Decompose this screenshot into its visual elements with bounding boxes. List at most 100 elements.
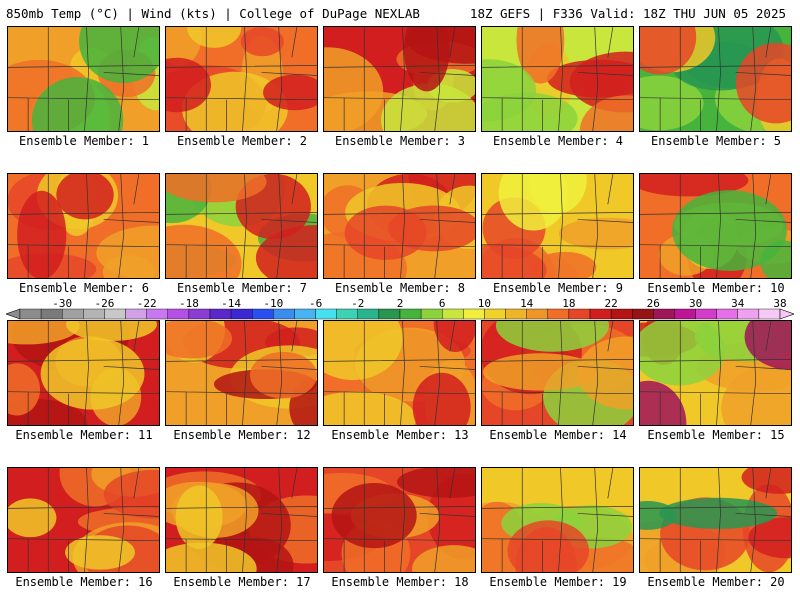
temperature-contour-area [533, 251, 597, 278]
colorbar-max-arrow [779, 308, 794, 320]
valid-time: 18Z GEFS | F336 Valid: 18Z THU JUN 05 20… [469, 6, 786, 21]
colorbar-swatch [758, 308, 781, 320]
temperature-contour-area [324, 321, 403, 381]
temperature-contour-area [324, 47, 384, 131]
temperature-contour-area [17, 190, 67, 278]
colorbar-swatch [167, 308, 190, 320]
state-boundaries [482, 321, 633, 425]
ensemble-member-label: Ensemble Member: 10 [647, 281, 785, 295]
colorbar-tick-label: 22 [604, 297, 618, 310]
state-boundaries [8, 27, 159, 131]
state-boundaries [166, 27, 317, 131]
colorbar-swatch [104, 308, 126, 320]
temperature-contour-area [79, 27, 159, 84]
colorbar-tick-label: -10 [263, 297, 284, 310]
temperature-contour-area [396, 468, 475, 498]
colorbar-swatch [526, 308, 548, 320]
state-boundaries [640, 27, 791, 131]
ensemble-map-12 [165, 320, 318, 426]
colorbar-swatch [125, 308, 147, 320]
ensemble-member-label: Ensemble Member: 1 [18, 134, 150, 148]
colorbar-swatch [632, 308, 654, 320]
state-boundaries [8, 174, 159, 278]
temperature-contour-area [249, 351, 317, 399]
colorbar-swatch [188, 308, 211, 320]
colorbar-swatch [19, 308, 42, 320]
colorbar-swatch [420, 308, 443, 320]
colorbar-swatch [336, 308, 358, 320]
temperature-contour-area [672, 190, 787, 271]
ensemble-member-label: Ensemble Member: 15 [647, 428, 785, 442]
temperature-contour-area [412, 545, 475, 572]
ensemble-member-label: Ensemble Member: 14 [489, 428, 627, 442]
colorbar-swatch [399, 308, 422, 320]
colorbar-swatch [230, 308, 253, 320]
ensemble-map-9 [481, 173, 634, 279]
colorbar-swatch [674, 308, 696, 320]
temperature-contour-area [495, 321, 610, 352]
colorbar-swatch [568, 308, 591, 320]
colorbar-tick-label: -22 [136, 297, 157, 310]
temperature-contour-area [175, 485, 223, 549]
temperature-contour-area [187, 27, 242, 48]
temperature-contour-area [56, 174, 114, 220]
ensemble-map-5 [639, 26, 792, 132]
temperature-contour-area [558, 217, 633, 250]
colorbar-swatch [378, 308, 401, 320]
temperature-contour-area [166, 224, 242, 278]
ensemble-member-label: Ensemble Member: 5 [650, 134, 782, 148]
ensemble-member-label: Ensemble Member: 2 [176, 134, 308, 148]
state-boundaries [482, 174, 633, 278]
colorbar-swatch [62, 308, 84, 320]
colorbar-swatch [83, 308, 105, 320]
temperature-contour-area [344, 205, 427, 260]
colorbar-swatch [146, 308, 168, 320]
state-boundaries [324, 27, 475, 131]
temperature-contour-area [166, 321, 233, 359]
colorbar-swatch [737, 308, 760, 320]
state-boundaries [324, 468, 475, 572]
ensemble-member-label: Ensemble Member: 20 [647, 575, 785, 589]
colorbar-tick-label: -6 [308, 297, 323, 310]
colorbar-tick-label: -14 [221, 297, 242, 310]
colorbar-swatch [463, 308, 485, 320]
temperature-contour-area [748, 517, 791, 559]
colorbar-swatch [484, 308, 506, 320]
state-boundaries [324, 174, 475, 278]
state-boundaries [640, 321, 791, 425]
ensemble-map-15 [639, 320, 792, 426]
colorbar-tick-label: 18 [562, 297, 576, 310]
ensemble-map-17 [165, 467, 318, 573]
temperature-contour-area [659, 497, 778, 529]
ensemble-map-6 [7, 173, 160, 279]
temperature-contour-area [579, 95, 633, 131]
ensemble-map-10 [639, 173, 792, 279]
state-boundaries [640, 468, 791, 572]
temperature-contour-area [8, 321, 80, 345]
colorbar-tick-label: 10 [477, 297, 492, 310]
temperature-contour-area [406, 27, 475, 64]
colorbar-tick-label: -18 [178, 297, 199, 310]
temperature-contour-area [240, 27, 284, 57]
state-boundaries [8, 321, 159, 425]
state-boundaries [324, 321, 475, 425]
temperature-contour-area [735, 42, 791, 124]
temperature-contour-area [8, 363, 41, 416]
temperature-contour-area [166, 57, 211, 113]
temperature-contour-area [166, 542, 257, 572]
ensemble-member-label: Ensemble Member: 4 [492, 134, 624, 148]
colorbar-swatch [589, 308, 612, 320]
ensemble-member-label: Ensemble Member: 3 [334, 134, 466, 148]
ensemble-map-8 [323, 173, 476, 279]
colorbar-swatch [716, 308, 738, 320]
state-boundaries [166, 321, 317, 425]
ensemble-member-label: Ensemble Member: 19 [489, 575, 627, 589]
ensemble-map-16 [7, 467, 160, 573]
ensemble-member-label: Ensemble Member: 18 [331, 575, 469, 589]
temperature-contour-area [577, 336, 633, 410]
colorbar-swatch [252, 308, 274, 320]
ensemble-member-label: Ensemble Member: 8 [334, 281, 466, 295]
temperature-contour-area [528, 174, 587, 214]
colorbar-tick-label: 2 [396, 297, 404, 310]
temperature-contour-area [433, 321, 475, 352]
